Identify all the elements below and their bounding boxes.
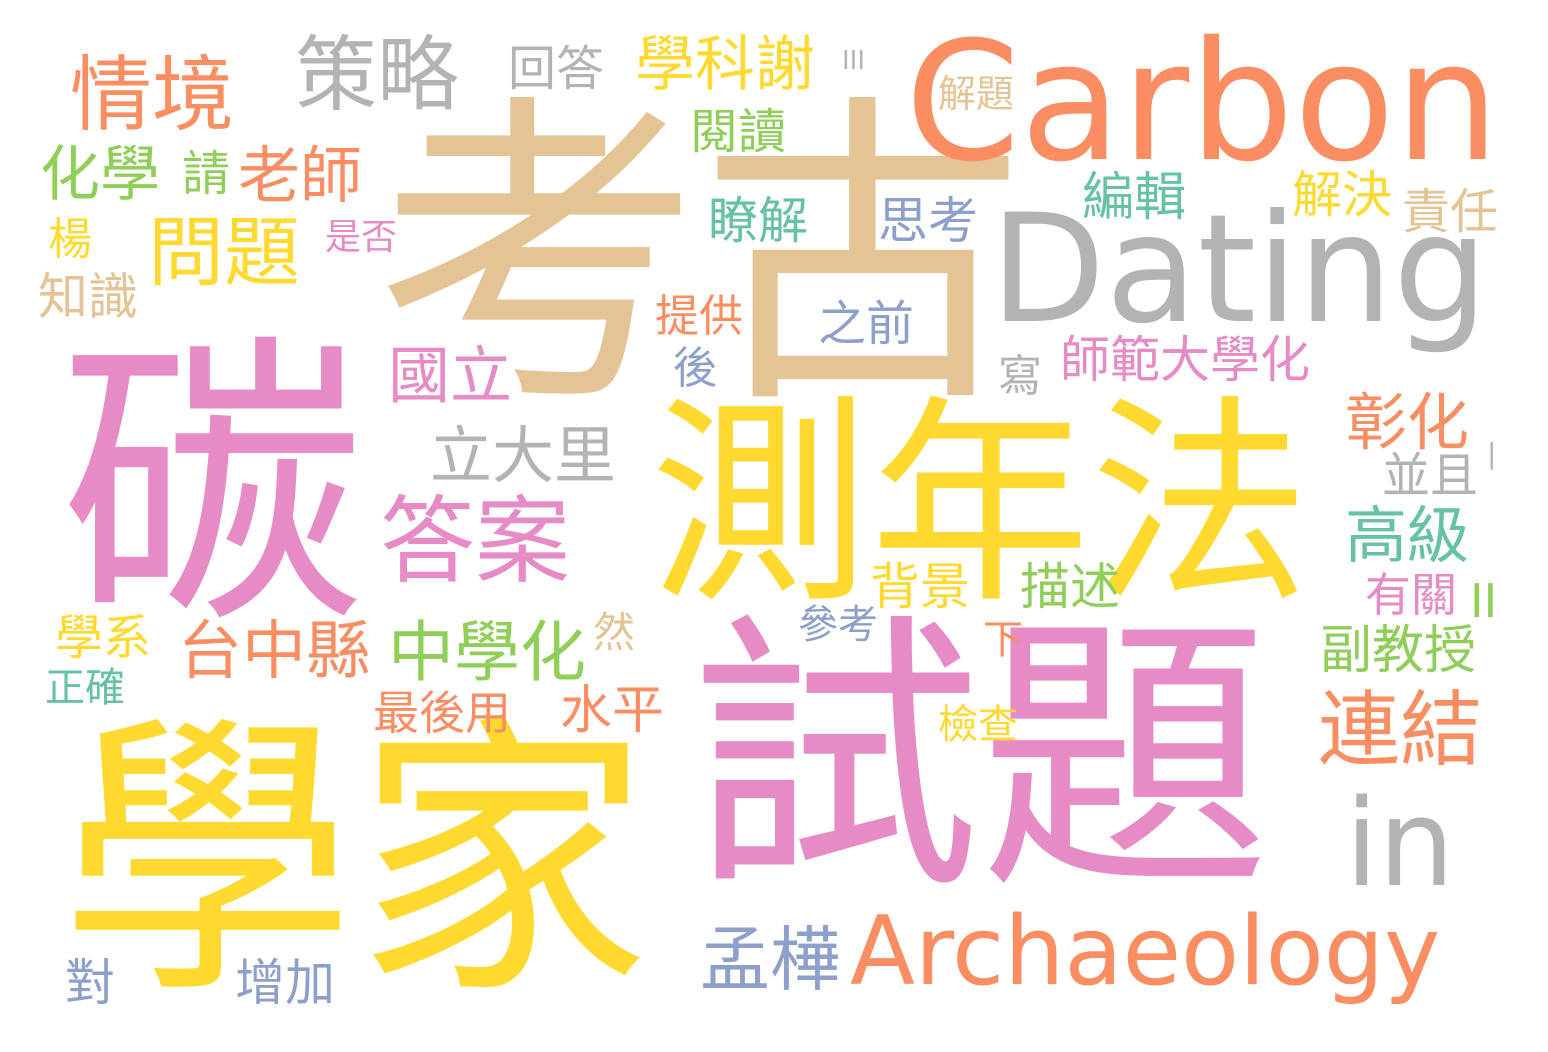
word-lianjie: 連結 [1318, 683, 1483, 778]
word-cenianfa: 測年法 [650, 377, 1311, 633]
word-zeren: 責任 [1402, 184, 1499, 240]
word-xie: 寫 [998, 351, 1042, 402]
word-miaoshu: 描述 [1020, 558, 1120, 616]
word-zuihouyong: 最後用 [373, 686, 511, 740]
word-zengjia: 增加 [235, 954, 335, 1012]
word-iii: III [842, 46, 866, 76]
word-shifan: 師範大學化 [1060, 331, 1310, 389]
word-zhishi: 知識 [38, 268, 138, 326]
word-youguan: 有關 [1365, 568, 1457, 622]
word-dating: Dating [990, 183, 1489, 357]
word-yuedu: 閱讀 [690, 104, 787, 160]
word-cankao: 參考 [798, 602, 878, 648]
word-zhanghua: 彰化 [1345, 386, 1470, 459]
word-guoli: 國立 [388, 339, 513, 412]
word-gaoji: 高級 [1345, 499, 1470, 572]
word-yang: 楊 [48, 214, 92, 265]
word-daan: 答案 [380, 487, 571, 597]
word-archaeology: Archaeology [850, 897, 1441, 1007]
word-laoshi: 老師 [238, 139, 363, 212]
word-liaojie: 瞭解 [708, 192, 808, 250]
word-menghua: 孟樺 [700, 919, 840, 1001]
word-xuejia: 學家 [60, 690, 650, 1034]
word-jiancha: 檢查 [938, 702, 1018, 748]
word-wenti: 問題 [148, 208, 300, 297]
word-xuekexie: 學科謝 [635, 30, 815, 100]
word-shifou: 是否 [325, 217, 398, 258]
word-carbon: Carbon [905, 6, 1500, 198]
word-hou: 後 [673, 343, 717, 394]
word-bar: | [1487, 437, 1497, 470]
word-celue: 策略 [295, 28, 460, 123]
word-xuexi: 學系 [55, 610, 152, 666]
word-beijing: 背景 [870, 558, 970, 616]
word-jiejue: 解決 [1292, 166, 1392, 224]
word-jieti: 解題 [938, 72, 1015, 116]
word-lidali: 立大里 [430, 419, 617, 492]
word-bingqie: 並且 [1382, 448, 1479, 504]
word-zhongxuehua: 中學化 [388, 614, 586, 691]
word-dui: 對 [65, 954, 115, 1012]
word-fujiaoshou: 副教授 [1320, 621, 1477, 681]
word-xia: 下 [983, 617, 1023, 663]
word-in: in [1345, 775, 1455, 914]
word-huaxue: 化學 [40, 140, 160, 210]
word-tan: 碳 [60, 310, 365, 665]
word-shiti: 試題 [690, 591, 1270, 928]
word-kaogu: 考古 [375, 68, 1025, 447]
word-zhiqian: 之前 [818, 296, 915, 352]
word-qingjing: 情境 [70, 48, 235, 143]
word-zhengque: 正確 [45, 665, 125, 711]
word-sikao: 思考 [878, 192, 978, 250]
word-tigong: 提供 [655, 291, 743, 342]
word-qing: 請 [182, 146, 231, 202]
word-huida: 回答 [508, 41, 605, 97]
word-bianji: 編輯 [1082, 168, 1187, 228]
word-ran: 然 [593, 608, 636, 657]
word-shuiping: 水平 [560, 681, 665, 741]
word-taizhongxian: 台中縣 [178, 615, 370, 689]
word-ii: II [1470, 574, 1498, 628]
